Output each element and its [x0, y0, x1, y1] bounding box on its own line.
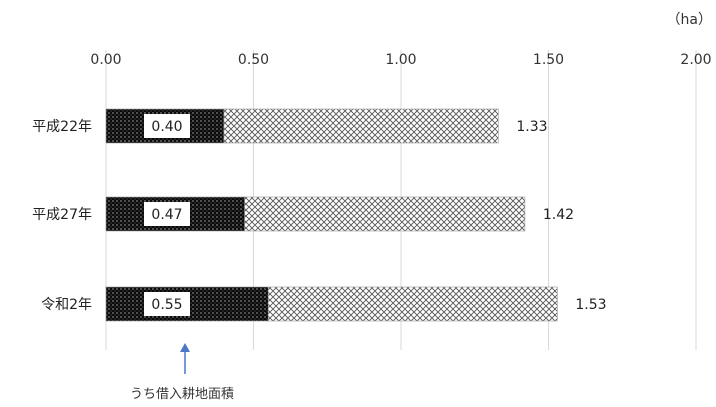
bars: 0.40 1.33 0.47 1.42 0.55 1.53 [105, 108, 607, 322]
x-tick-label: 1.00 [385, 52, 416, 68]
total-value-label: 1.33 [516, 119, 547, 135]
category-label: 平成27年 [32, 207, 92, 223]
value-label-box [144, 202, 190, 226]
annotation-arrow-head [180, 343, 190, 352]
x-tick-label: 0.50 [238, 52, 269, 68]
total-value-label: 1.42 [543, 207, 574, 223]
bar-segment-remainder [267, 286, 558, 322]
x-tick-label: 2.00 [680, 52, 711, 68]
bar-segment-remainder [223, 108, 499, 144]
unit-label: （ha） [667, 12, 712, 28]
value-label-box [144, 292, 190, 316]
x-tick-label: 1.50 [533, 52, 564, 68]
x-tick-label: 0.00 [90, 52, 121, 68]
total-value-label: 1.53 [575, 297, 606, 313]
bar-value-label: 0.47 [151, 207, 182, 223]
annotation: うち借入耕地面積 [130, 343, 234, 402]
bar-value-label: 0.40 [151, 119, 182, 135]
bar-value-label: 0.55 [151, 297, 182, 313]
bar-segment-remainder [244, 196, 526, 232]
value-label-box [144, 114, 190, 138]
category-label: 令和2年 [41, 297, 92, 313]
annotation-label: うち借入耕地面積 [130, 386, 234, 402]
category-label: 平成22年 [32, 119, 92, 135]
x-axis-ticks: 0.00 0.50 1.00 1.50 2.00 [90, 52, 711, 68]
